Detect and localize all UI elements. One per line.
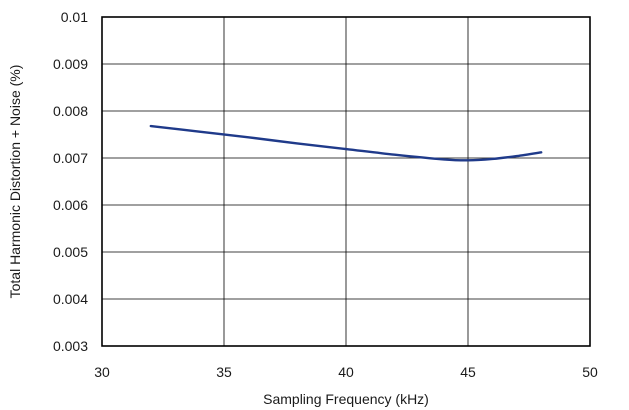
series-layer [149, 124, 543, 162]
y-tick-label: 0.004 [53, 291, 88, 307]
x-tick-label: 50 [582, 364, 598, 380]
y-tick-labels: 0.003 0.004 0.005 0.006 0.007 0.008 0.009 0.01 [53, 9, 88, 354]
y-tick-label: 0.008 [53, 103, 88, 119]
y-tick-label: 0.007 [53, 150, 88, 166]
x-tick-label: 40 [338, 364, 354, 380]
series-line [149, 124, 543, 162]
y-tick-label: 0.006 [53, 197, 88, 213]
y-tick-label: 0.009 [53, 56, 88, 72]
grid [101, 16, 591, 347]
x-tick-label: 35 [216, 364, 232, 380]
x-tick-label: 30 [94, 364, 110, 380]
plot-frame [101, 16, 591, 347]
x-tick-label: 45 [460, 364, 476, 380]
x-axis-label: Sampling Frequency (kHz) [263, 391, 429, 407]
y-tick-label: 0.005 [53, 244, 88, 260]
x-tick-labels: 30 35 40 45 50 [94, 364, 598, 380]
y-tick-label: 0.003 [53, 338, 88, 354]
y-axis-label: Total Harmonic Distortion + Noise (%) [7, 65, 23, 299]
y-tick-label: 0.01 [61, 9, 88, 25]
